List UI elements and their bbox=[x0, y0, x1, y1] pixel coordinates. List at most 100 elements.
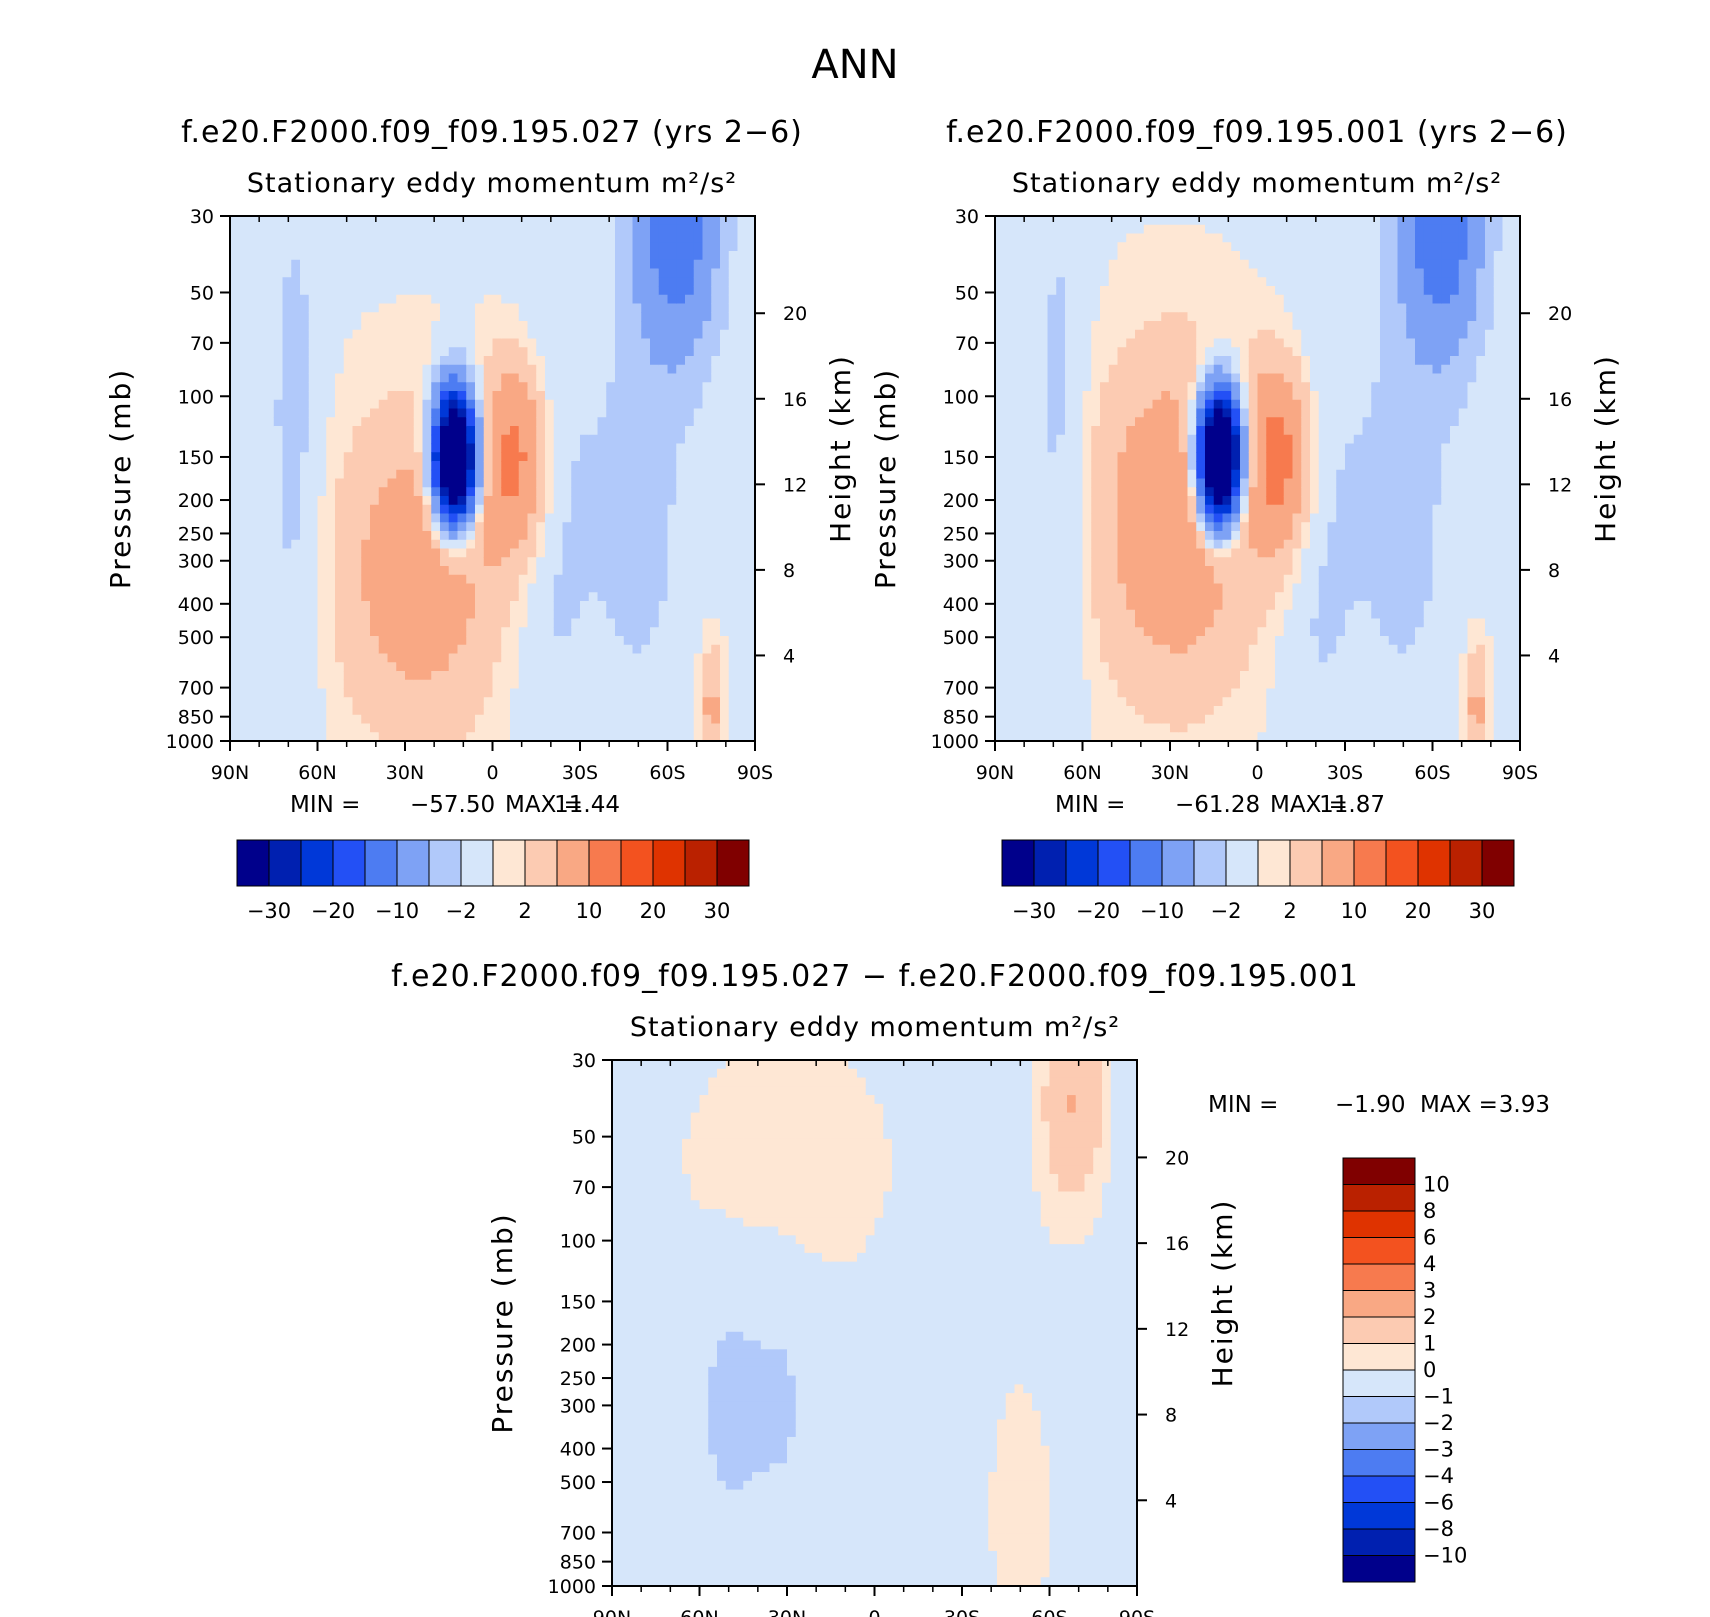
field-cell bbox=[711, 242, 721, 252]
field-cell bbox=[1091, 487, 1101, 497]
field-cell bbox=[641, 443, 651, 453]
field-cell bbox=[501, 531, 511, 541]
field-cell bbox=[746, 609, 755, 620]
field-cell bbox=[247, 373, 257, 383]
field-cell bbox=[720, 478, 730, 488]
field-cell bbox=[562, 461, 572, 471]
field-cell bbox=[737, 504, 747, 515]
field-cell bbox=[728, 601, 739, 611]
field-cell bbox=[693, 504, 704, 515]
field-cell bbox=[352, 259, 362, 270]
field-cell bbox=[352, 539, 362, 550]
field-cell bbox=[273, 329, 284, 340]
min-label: MIN = bbox=[290, 792, 360, 818]
field-cell bbox=[995, 496, 1005, 506]
field-cell bbox=[1073, 671, 1084, 681]
field-cell bbox=[1143, 496, 1154, 506]
field-cell bbox=[405, 329, 415, 340]
field-cell bbox=[361, 732, 371, 741]
field-cell bbox=[361, 443, 371, 453]
field-cell bbox=[545, 531, 555, 541]
field-cell bbox=[326, 303, 336, 313]
field-cell bbox=[650, 259, 660, 270]
field-cell bbox=[1170, 373, 1180, 383]
field-cell bbox=[1108, 233, 1119, 243]
field-cell bbox=[632, 706, 642, 716]
field-cell bbox=[1012, 627, 1022, 637]
field-cell bbox=[1012, 618, 1022, 628]
field-cell bbox=[352, 224, 362, 235]
field-cell bbox=[440, 452, 450, 462]
field-cell bbox=[1143, 618, 1154, 628]
field-cell bbox=[282, 531, 292, 541]
field-cell bbox=[492, 338, 502, 348]
field-cell bbox=[606, 443, 616, 453]
field-cell bbox=[650, 329, 660, 340]
field-cell bbox=[1082, 609, 1092, 620]
field-cell bbox=[370, 303, 380, 313]
field-cell bbox=[737, 469, 747, 480]
field-cell bbox=[746, 294, 755, 305]
field-cell bbox=[492, 364, 502, 375]
field-cell bbox=[676, 487, 686, 497]
field-cell bbox=[527, 294, 537, 305]
field-cell bbox=[720, 364, 730, 375]
field-cell bbox=[1021, 347, 1031, 357]
field-cell bbox=[571, 434, 581, 445]
field-cell bbox=[667, 259, 677, 270]
field-cell bbox=[737, 557, 747, 567]
field-cell bbox=[1100, 303, 1110, 313]
field-cell bbox=[527, 426, 537, 436]
field-cell bbox=[396, 399, 406, 410]
field-cell bbox=[448, 487, 459, 497]
field-cell bbox=[510, 478, 520, 488]
field-cell bbox=[448, 531, 459, 541]
field-cell bbox=[265, 662, 275, 672]
field-cell bbox=[1030, 548, 1040, 558]
field-cell bbox=[720, 601, 730, 611]
field-cell bbox=[501, 338, 511, 348]
field-cell bbox=[466, 391, 476, 401]
field-cell bbox=[737, 268, 747, 278]
field-cell bbox=[1100, 408, 1110, 418]
field-cell bbox=[650, 364, 660, 375]
field-cell bbox=[1170, 382, 1180, 392]
field-cell bbox=[527, 469, 537, 480]
field-cell bbox=[475, 408, 485, 418]
field-cell bbox=[343, 373, 354, 383]
field-cell bbox=[728, 391, 739, 401]
field-cell bbox=[1038, 303, 1049, 313]
variable-title: Stationary eddy momentum m²/s² bbox=[1012, 168, 1502, 199]
field-cell bbox=[361, 434, 371, 445]
field-cell bbox=[720, 513, 730, 523]
field-cell bbox=[580, 268, 590, 278]
field-cell bbox=[562, 548, 572, 558]
field-cell bbox=[326, 662, 336, 672]
field-cell bbox=[658, 496, 669, 506]
field-cell bbox=[308, 233, 319, 243]
field-cell bbox=[518, 242, 529, 252]
field-cell bbox=[317, 338, 327, 348]
field-cell bbox=[326, 688, 336, 698]
field-cell bbox=[466, 469, 476, 480]
field-cell bbox=[1012, 434, 1022, 445]
field-cell bbox=[632, 548, 642, 558]
field-cell bbox=[658, 356, 669, 366]
field-cell bbox=[492, 329, 502, 340]
field-cell bbox=[1091, 391, 1101, 401]
field-cell bbox=[1091, 469, 1101, 480]
y-tick-label: 400 bbox=[178, 594, 214, 616]
field-cell bbox=[1117, 216, 1127, 226]
field-cell bbox=[527, 268, 537, 278]
field-cell bbox=[431, 601, 441, 611]
field-cell bbox=[396, 601, 406, 611]
field-cell bbox=[1152, 513, 1162, 523]
field-cell bbox=[606, 662, 616, 672]
field-cell bbox=[685, 504, 695, 515]
field-cell bbox=[396, 671, 406, 681]
field-cell bbox=[378, 434, 389, 445]
field-cell bbox=[238, 373, 249, 383]
field-cell bbox=[1038, 277, 1049, 287]
field-cell bbox=[580, 478, 590, 488]
field-cell bbox=[413, 338, 424, 348]
